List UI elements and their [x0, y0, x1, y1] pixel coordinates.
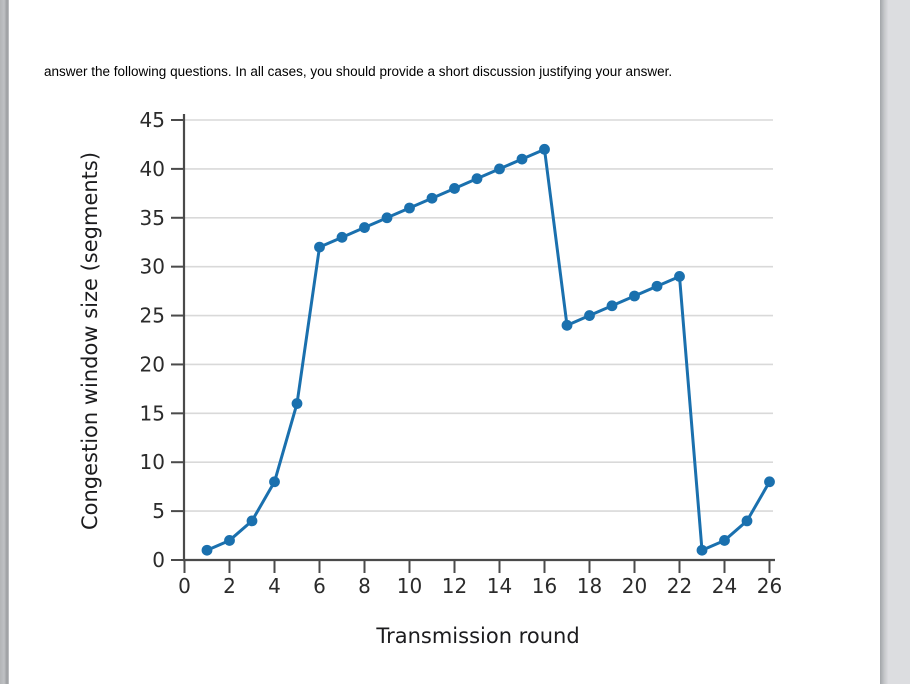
y-axis-title: Congestion window size (segments) [78, 152, 102, 530]
data-point [719, 535, 730, 546]
y-tick-label: 10 [140, 450, 165, 474]
data-point [561, 319, 573, 331]
page-left-edge [0, 0, 9, 684]
instruction-text: answer the following questions. In all c… [44, 64, 673, 79]
data-line [205, 147, 771, 552]
data-point [291, 398, 303, 409]
data-point [696, 544, 708, 556]
y-tick-label: 45 [140, 108, 165, 132]
data-point [539, 143, 550, 155]
x-tick-label: 2 [223, 574, 236, 598]
x-tick-label: 16 [532, 574, 557, 598]
page-right-margin [880, 0, 910, 684]
data-point [516, 153, 528, 165]
data-point [404, 202, 415, 214]
y-tick-label: 0 [152, 548, 165, 572]
y-tick-label: 15 [140, 401, 165, 425]
y-tick-label: 20 [140, 352, 165, 376]
data-point [269, 476, 280, 488]
data-point [764, 476, 775, 488]
x-tick-label: 20 [622, 574, 647, 598]
data-point [494, 163, 505, 175]
data-point [314, 241, 325, 253]
x-tick-label: 10 [397, 574, 422, 598]
data-point [674, 271, 685, 282]
y-tick-label: 30 [140, 255, 165, 279]
data-point [449, 183, 460, 194]
x-tick-label: 8 [358, 574, 371, 598]
x-tick-label: 12 [442, 574, 467, 598]
data-point [201, 544, 213, 556]
x-tick-label: 6 [313, 574, 326, 598]
data-point [336, 231, 348, 243]
data-point [224, 535, 235, 546]
x-tick-label: 22 [667, 574, 692, 598]
y-tick-label: 5 [152, 499, 165, 523]
x-tick-label: 24 [712, 574, 737, 598]
y-tick-label: 35 [140, 206, 165, 230]
data-point [629, 290, 640, 302]
data-point [584, 310, 595, 321]
x-tick-label: 18 [577, 574, 602, 598]
data-point [246, 515, 258, 527]
x-tick-label: 4 [268, 574, 281, 598]
y-tick-label: 25 [140, 304, 165, 328]
data-point [426, 192, 438, 204]
x-axis-title: Transmission round [375, 624, 579, 648]
data-point [651, 280, 663, 292]
data-point [741, 515, 753, 527]
x-tick-label: 14 [487, 574, 512, 598]
data-point [606, 300, 618, 312]
y-tick-label: 40 [140, 157, 165, 181]
data-point [359, 222, 370, 233]
data-point [471, 173, 483, 185]
x-tick-label: 0 [178, 574, 191, 598]
x-tick-label: 26 [757, 574, 782, 598]
data-point [381, 212, 393, 224]
